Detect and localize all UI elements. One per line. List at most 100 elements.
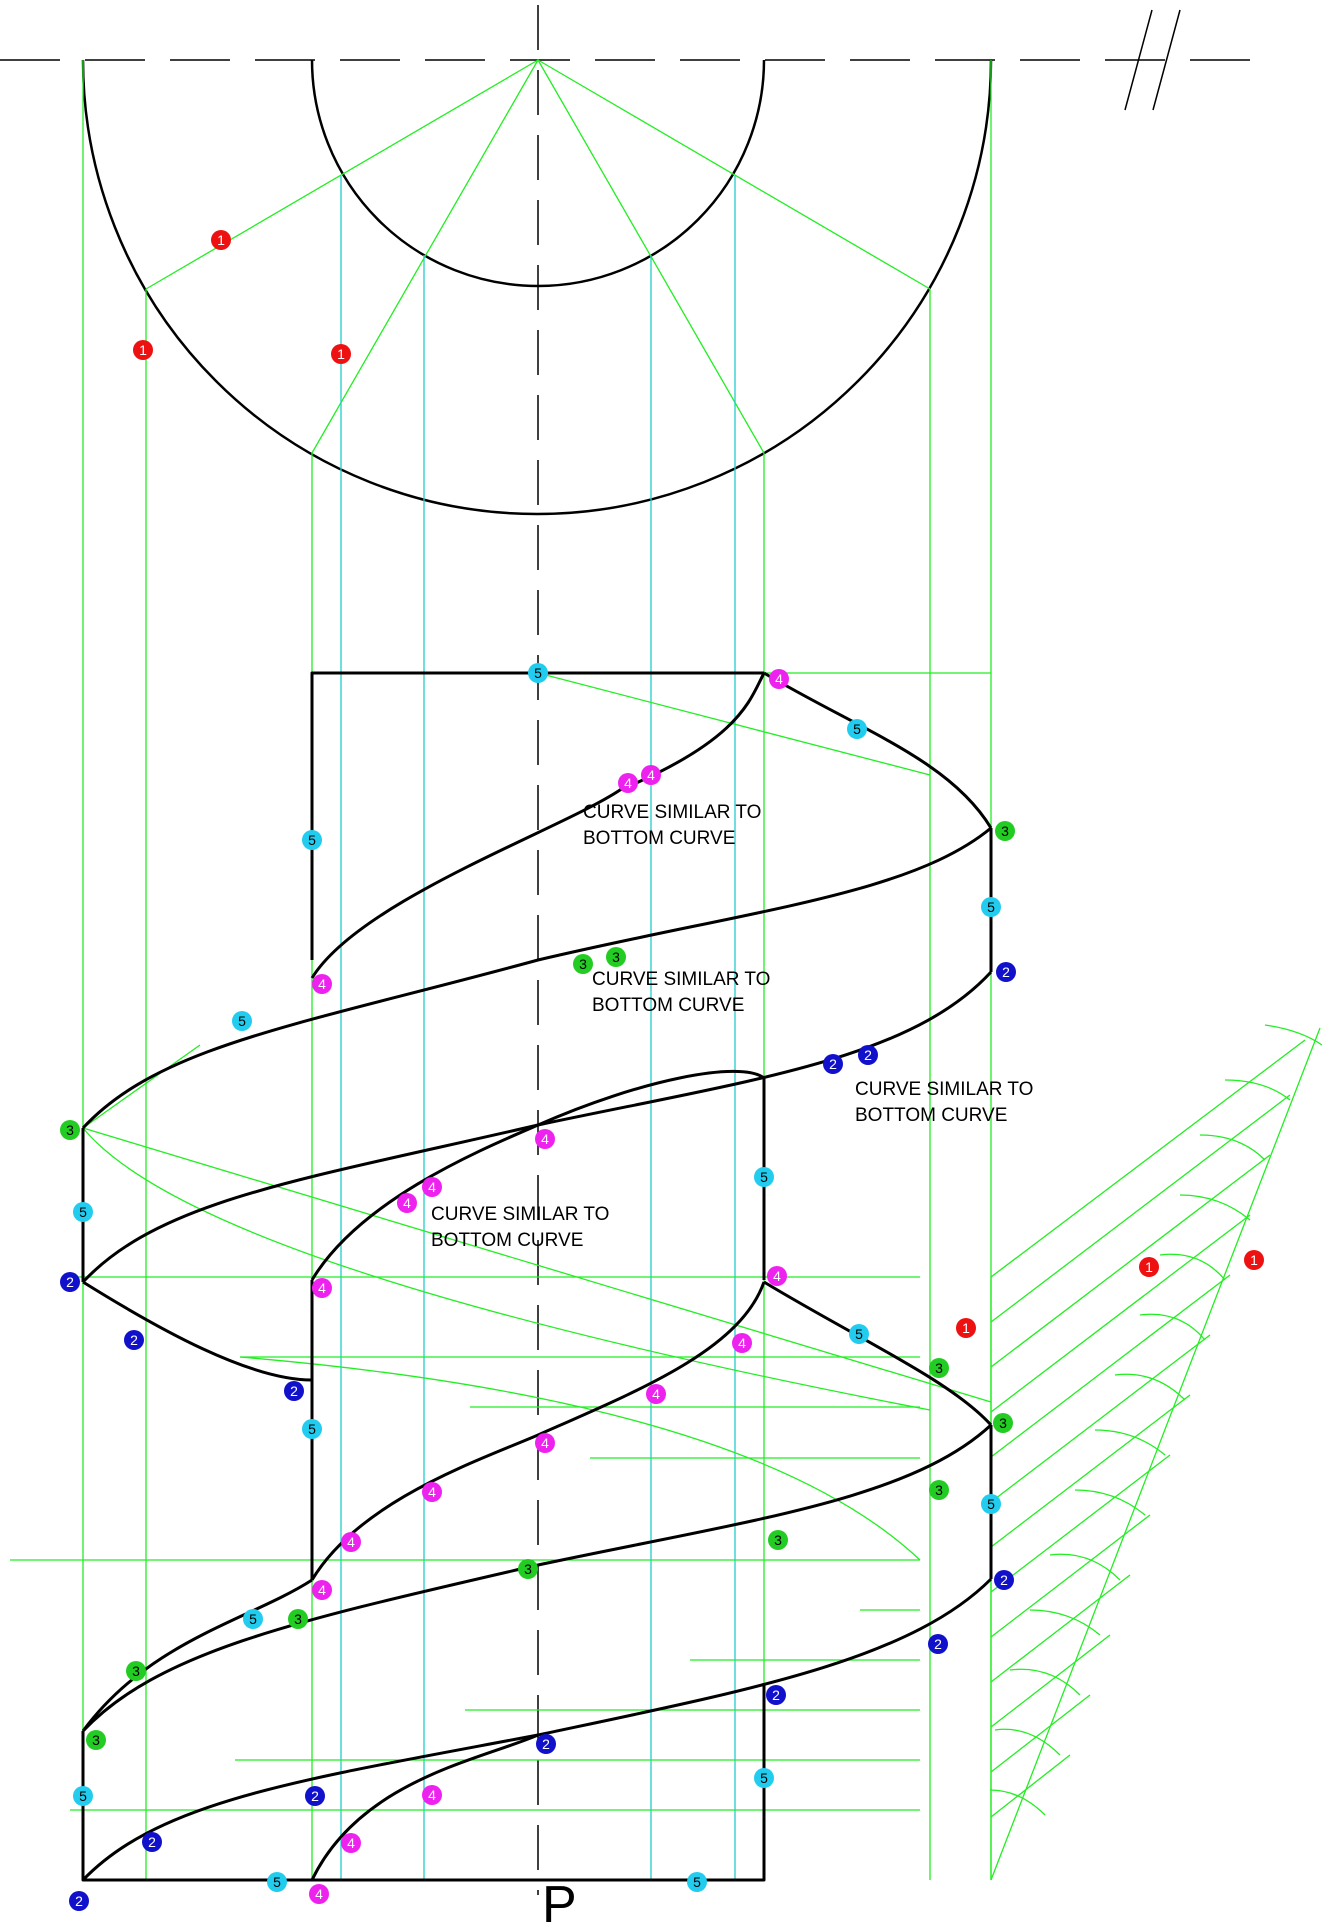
marker-circle <box>996 962 1016 982</box>
marker-point-3: 3 <box>993 1413 1013 1433</box>
marker-circle <box>288 1609 308 1629</box>
marker-point-3: 3 <box>86 1730 106 1750</box>
marker-point-5: 5 <box>981 897 1001 917</box>
marker-circle <box>766 1685 786 1705</box>
marker-circle <box>60 1272 80 1292</box>
note-4-line-2: BOTTOM CURVE <box>431 1230 583 1251</box>
marker-point-1: 1 <box>1244 1250 1264 1270</box>
marker-circle <box>606 947 626 967</box>
helix-outer-3 <box>81 1423 993 1733</box>
marker-number: 3 <box>92 1732 100 1748</box>
marker-number: 5 <box>79 1788 87 1804</box>
diagonal-construction-lines <box>82 672 1321 1881</box>
marker-point-3: 3 <box>995 821 1015 841</box>
vertical-projectors-cyan <box>340 176 736 1880</box>
marker-circle <box>60 1120 80 1140</box>
marker-point-4: 4 <box>732 1333 752 1353</box>
marker-point-3: 3 <box>929 1358 949 1378</box>
marker-circle <box>284 1381 304 1401</box>
marker-number: 5 <box>249 1611 257 1627</box>
marker-circle <box>422 1482 442 1502</box>
marker-number: 2 <box>311 1788 319 1804</box>
marker-circle <box>305 1786 325 1806</box>
marker-number: 2 <box>130 1332 138 1348</box>
marker-point-4: 4 <box>422 1177 442 1197</box>
marker-circle <box>69 1891 89 1911</box>
marker-point-1: 1 <box>331 344 351 364</box>
marker-circle <box>929 1358 949 1378</box>
marker-number: 3 <box>579 956 587 972</box>
note-2-line-1: CURVE SIMILAR TO <box>592 969 770 990</box>
marker-circle <box>641 765 661 785</box>
marker-point-4: 4 <box>767 1266 787 1286</box>
marker-circle <box>302 830 322 850</box>
marker-point-4: 4 <box>646 1384 666 1404</box>
marker-number: 3 <box>935 1360 943 1376</box>
marker-number: 2 <box>1002 964 1010 980</box>
marker-point-5: 5 <box>849 1324 869 1344</box>
marker-circle <box>397 1193 417 1213</box>
marker-point-3: 3 <box>60 1120 80 1140</box>
marker-number: 5 <box>308 832 316 848</box>
marker-point-4: 4 <box>535 1129 555 1149</box>
marker-number: 1 <box>139 342 147 358</box>
marker-number: 3 <box>774 1532 782 1548</box>
marker-number: 5 <box>760 1770 768 1786</box>
marker-number: 5 <box>987 1496 995 1512</box>
marker-circle <box>133 340 153 360</box>
marker-circle <box>518 1559 538 1579</box>
marker-point-2: 2 <box>996 962 1016 982</box>
marker-point-4: 4 <box>312 1278 332 1298</box>
marker-number: 4 <box>347 1835 355 1851</box>
marker-number: 2 <box>1000 1572 1008 1588</box>
note-2: CURVE SIMILAR TO BOTTOM CURVE <box>592 969 770 1016</box>
marker-number: 4 <box>318 1280 326 1296</box>
marker-point-5: 5 <box>267 1872 287 1892</box>
marker-number: 5 <box>534 665 542 681</box>
marker-circle <box>331 344 351 364</box>
marker-number: 3 <box>66 1122 74 1138</box>
marker-circle <box>929 1480 949 1500</box>
marker-number: 4 <box>775 671 783 687</box>
marker-number: 2 <box>66 1274 74 1290</box>
view-label: P <box>542 1876 577 1925</box>
break-symbol <box>1124 9 1181 111</box>
marker-point-2: 2 <box>766 1685 786 1705</box>
marker-number: 1 <box>1250 1252 1258 1268</box>
marker-circle <box>928 1634 948 1654</box>
marker-point-5: 5 <box>243 1609 263 1629</box>
marker-number: 4 <box>624 775 632 791</box>
marker-number: 2 <box>290 1383 298 1399</box>
marker-number: 4 <box>647 767 655 783</box>
marker-number: 5 <box>987 899 995 915</box>
marker-circle <box>573 954 593 974</box>
marker-number: 3 <box>999 1415 1007 1431</box>
marker-point-2: 2 <box>536 1734 556 1754</box>
marker-circle <box>73 1786 93 1806</box>
marker-circle <box>422 1177 442 1197</box>
marker-number: 2 <box>148 1834 156 1850</box>
marker-circle <box>73 1202 93 1222</box>
marker-circle <box>769 669 789 689</box>
marker-point-3: 3 <box>929 1480 949 1500</box>
top-view-arcs <box>81 59 993 516</box>
marker-point-2: 2 <box>284 1381 304 1401</box>
marker-point-5: 5 <box>687 1872 707 1892</box>
marker-circle <box>849 1324 869 1344</box>
marker-circle <box>126 1661 146 1681</box>
marker-point-4: 4 <box>769 669 789 689</box>
marker-point-3: 3 <box>126 1661 146 1681</box>
marker-circle <box>847 719 867 739</box>
marker-number: 5 <box>79 1204 87 1220</box>
marker-number: 1 <box>962 1320 970 1336</box>
marker-point-4: 4 <box>397 1193 417 1213</box>
marker-point-4: 4 <box>312 1580 332 1600</box>
helix-inner-3 <box>310 1281 766 1581</box>
note-3-line-2: BOTTOM CURVE <box>855 1105 1007 1126</box>
marker-point-2: 2 <box>994 1570 1014 1590</box>
helix-back-left-1 <box>82 1280 313 1382</box>
marker-circle <box>768 1530 788 1550</box>
helix-outer-back-1 <box>763 671 993 829</box>
helix-left-link <box>81 1578 313 1732</box>
